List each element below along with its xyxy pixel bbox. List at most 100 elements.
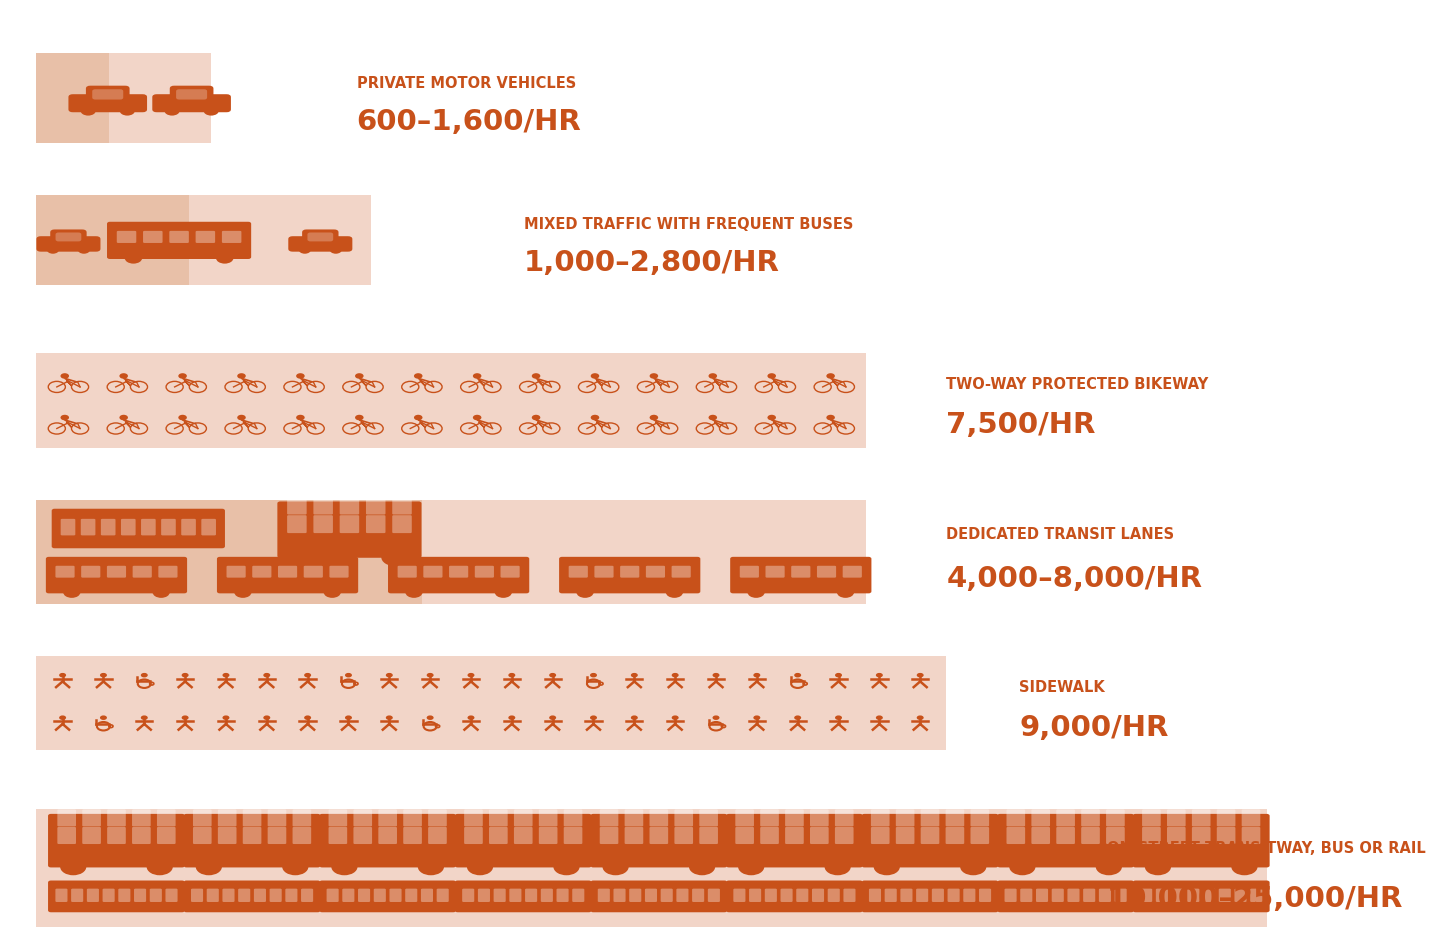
FancyBboxPatch shape (134, 888, 146, 902)
FancyBboxPatch shape (510, 888, 521, 902)
FancyBboxPatch shape (572, 888, 584, 902)
FancyBboxPatch shape (834, 827, 853, 844)
Circle shape (590, 716, 597, 720)
FancyBboxPatch shape (948, 888, 960, 902)
FancyBboxPatch shape (405, 888, 418, 902)
FancyBboxPatch shape (559, 557, 700, 594)
FancyBboxPatch shape (900, 888, 913, 902)
Circle shape (874, 858, 900, 875)
Circle shape (100, 673, 106, 678)
FancyBboxPatch shape (141, 519, 156, 536)
Circle shape (345, 716, 352, 720)
FancyBboxPatch shape (339, 497, 360, 515)
FancyBboxPatch shape (181, 519, 197, 536)
FancyBboxPatch shape (162, 519, 176, 536)
Circle shape (467, 716, 475, 720)
FancyBboxPatch shape (57, 827, 76, 844)
FancyBboxPatch shape (764, 888, 778, 902)
Circle shape (467, 673, 475, 678)
FancyBboxPatch shape (971, 810, 989, 827)
Bar (36, 54, 109, 143)
FancyBboxPatch shape (437, 888, 448, 902)
FancyBboxPatch shape (403, 810, 422, 827)
FancyBboxPatch shape (61, 519, 76, 536)
FancyBboxPatch shape (540, 888, 553, 902)
FancyBboxPatch shape (57, 810, 76, 827)
Circle shape (223, 673, 230, 678)
FancyBboxPatch shape (239, 888, 250, 902)
FancyBboxPatch shape (243, 827, 262, 844)
Circle shape (125, 253, 143, 264)
Circle shape (671, 673, 678, 678)
FancyBboxPatch shape (1107, 827, 1124, 844)
Circle shape (665, 587, 683, 598)
Circle shape (77, 246, 90, 255)
FancyBboxPatch shape (748, 888, 761, 902)
FancyBboxPatch shape (313, 497, 333, 515)
Circle shape (649, 415, 658, 421)
Circle shape (767, 374, 776, 379)
FancyBboxPatch shape (645, 888, 657, 902)
FancyBboxPatch shape (342, 888, 354, 902)
FancyBboxPatch shape (556, 888, 569, 902)
Circle shape (332, 858, 358, 875)
Circle shape (917, 716, 923, 720)
FancyBboxPatch shape (920, 810, 939, 827)
Circle shape (215, 253, 233, 264)
FancyBboxPatch shape (945, 827, 964, 844)
FancyBboxPatch shape (36, 237, 100, 252)
FancyBboxPatch shape (731, 557, 871, 594)
FancyBboxPatch shape (118, 888, 131, 902)
Circle shape (165, 107, 179, 116)
FancyBboxPatch shape (1056, 827, 1075, 844)
FancyBboxPatch shape (82, 827, 100, 844)
Circle shape (794, 716, 801, 720)
Circle shape (630, 673, 638, 678)
Circle shape (531, 415, 540, 421)
Circle shape (553, 858, 579, 875)
FancyBboxPatch shape (52, 509, 224, 548)
FancyBboxPatch shape (392, 497, 412, 515)
FancyBboxPatch shape (671, 566, 690, 578)
Circle shape (47, 246, 60, 255)
FancyBboxPatch shape (218, 810, 236, 827)
FancyBboxPatch shape (971, 827, 989, 844)
FancyBboxPatch shape (303, 230, 338, 244)
FancyBboxPatch shape (253, 888, 266, 902)
FancyBboxPatch shape (978, 888, 992, 902)
FancyBboxPatch shape (674, 827, 693, 844)
Circle shape (296, 415, 304, 421)
FancyBboxPatch shape (649, 827, 668, 844)
Text: SIDEWALK: SIDEWALK (1019, 679, 1105, 694)
FancyBboxPatch shape (760, 827, 779, 844)
Circle shape (298, 246, 312, 255)
FancyBboxPatch shape (871, 827, 890, 844)
FancyBboxPatch shape (871, 810, 890, 827)
FancyBboxPatch shape (392, 515, 412, 533)
FancyBboxPatch shape (817, 566, 836, 578)
Circle shape (61, 415, 68, 421)
Circle shape (753, 716, 760, 720)
FancyBboxPatch shape (329, 827, 347, 844)
Circle shape (60, 673, 66, 678)
FancyBboxPatch shape (183, 814, 320, 868)
FancyBboxPatch shape (1142, 827, 1160, 844)
Circle shape (141, 716, 147, 720)
Text: MIXED TRAFFIC WITH FREQUENT BUSES: MIXED TRAFFIC WITH FREQUENT BUSES (524, 217, 853, 232)
Circle shape (467, 858, 494, 875)
FancyBboxPatch shape (661, 888, 673, 902)
FancyBboxPatch shape (1115, 888, 1127, 902)
FancyBboxPatch shape (526, 888, 537, 902)
Circle shape (603, 858, 629, 875)
FancyBboxPatch shape (1242, 810, 1261, 827)
FancyBboxPatch shape (1133, 881, 1270, 912)
FancyBboxPatch shape (217, 557, 358, 594)
FancyBboxPatch shape (843, 888, 856, 902)
FancyBboxPatch shape (563, 827, 582, 844)
FancyBboxPatch shape (766, 566, 785, 578)
Text: TWO-WAY PROTECTED BIKEWAY: TWO-WAY PROTECTED BIKEWAY (946, 377, 1208, 392)
Circle shape (753, 673, 760, 678)
Circle shape (204, 107, 218, 116)
Circle shape (1009, 858, 1035, 875)
FancyBboxPatch shape (514, 827, 533, 844)
